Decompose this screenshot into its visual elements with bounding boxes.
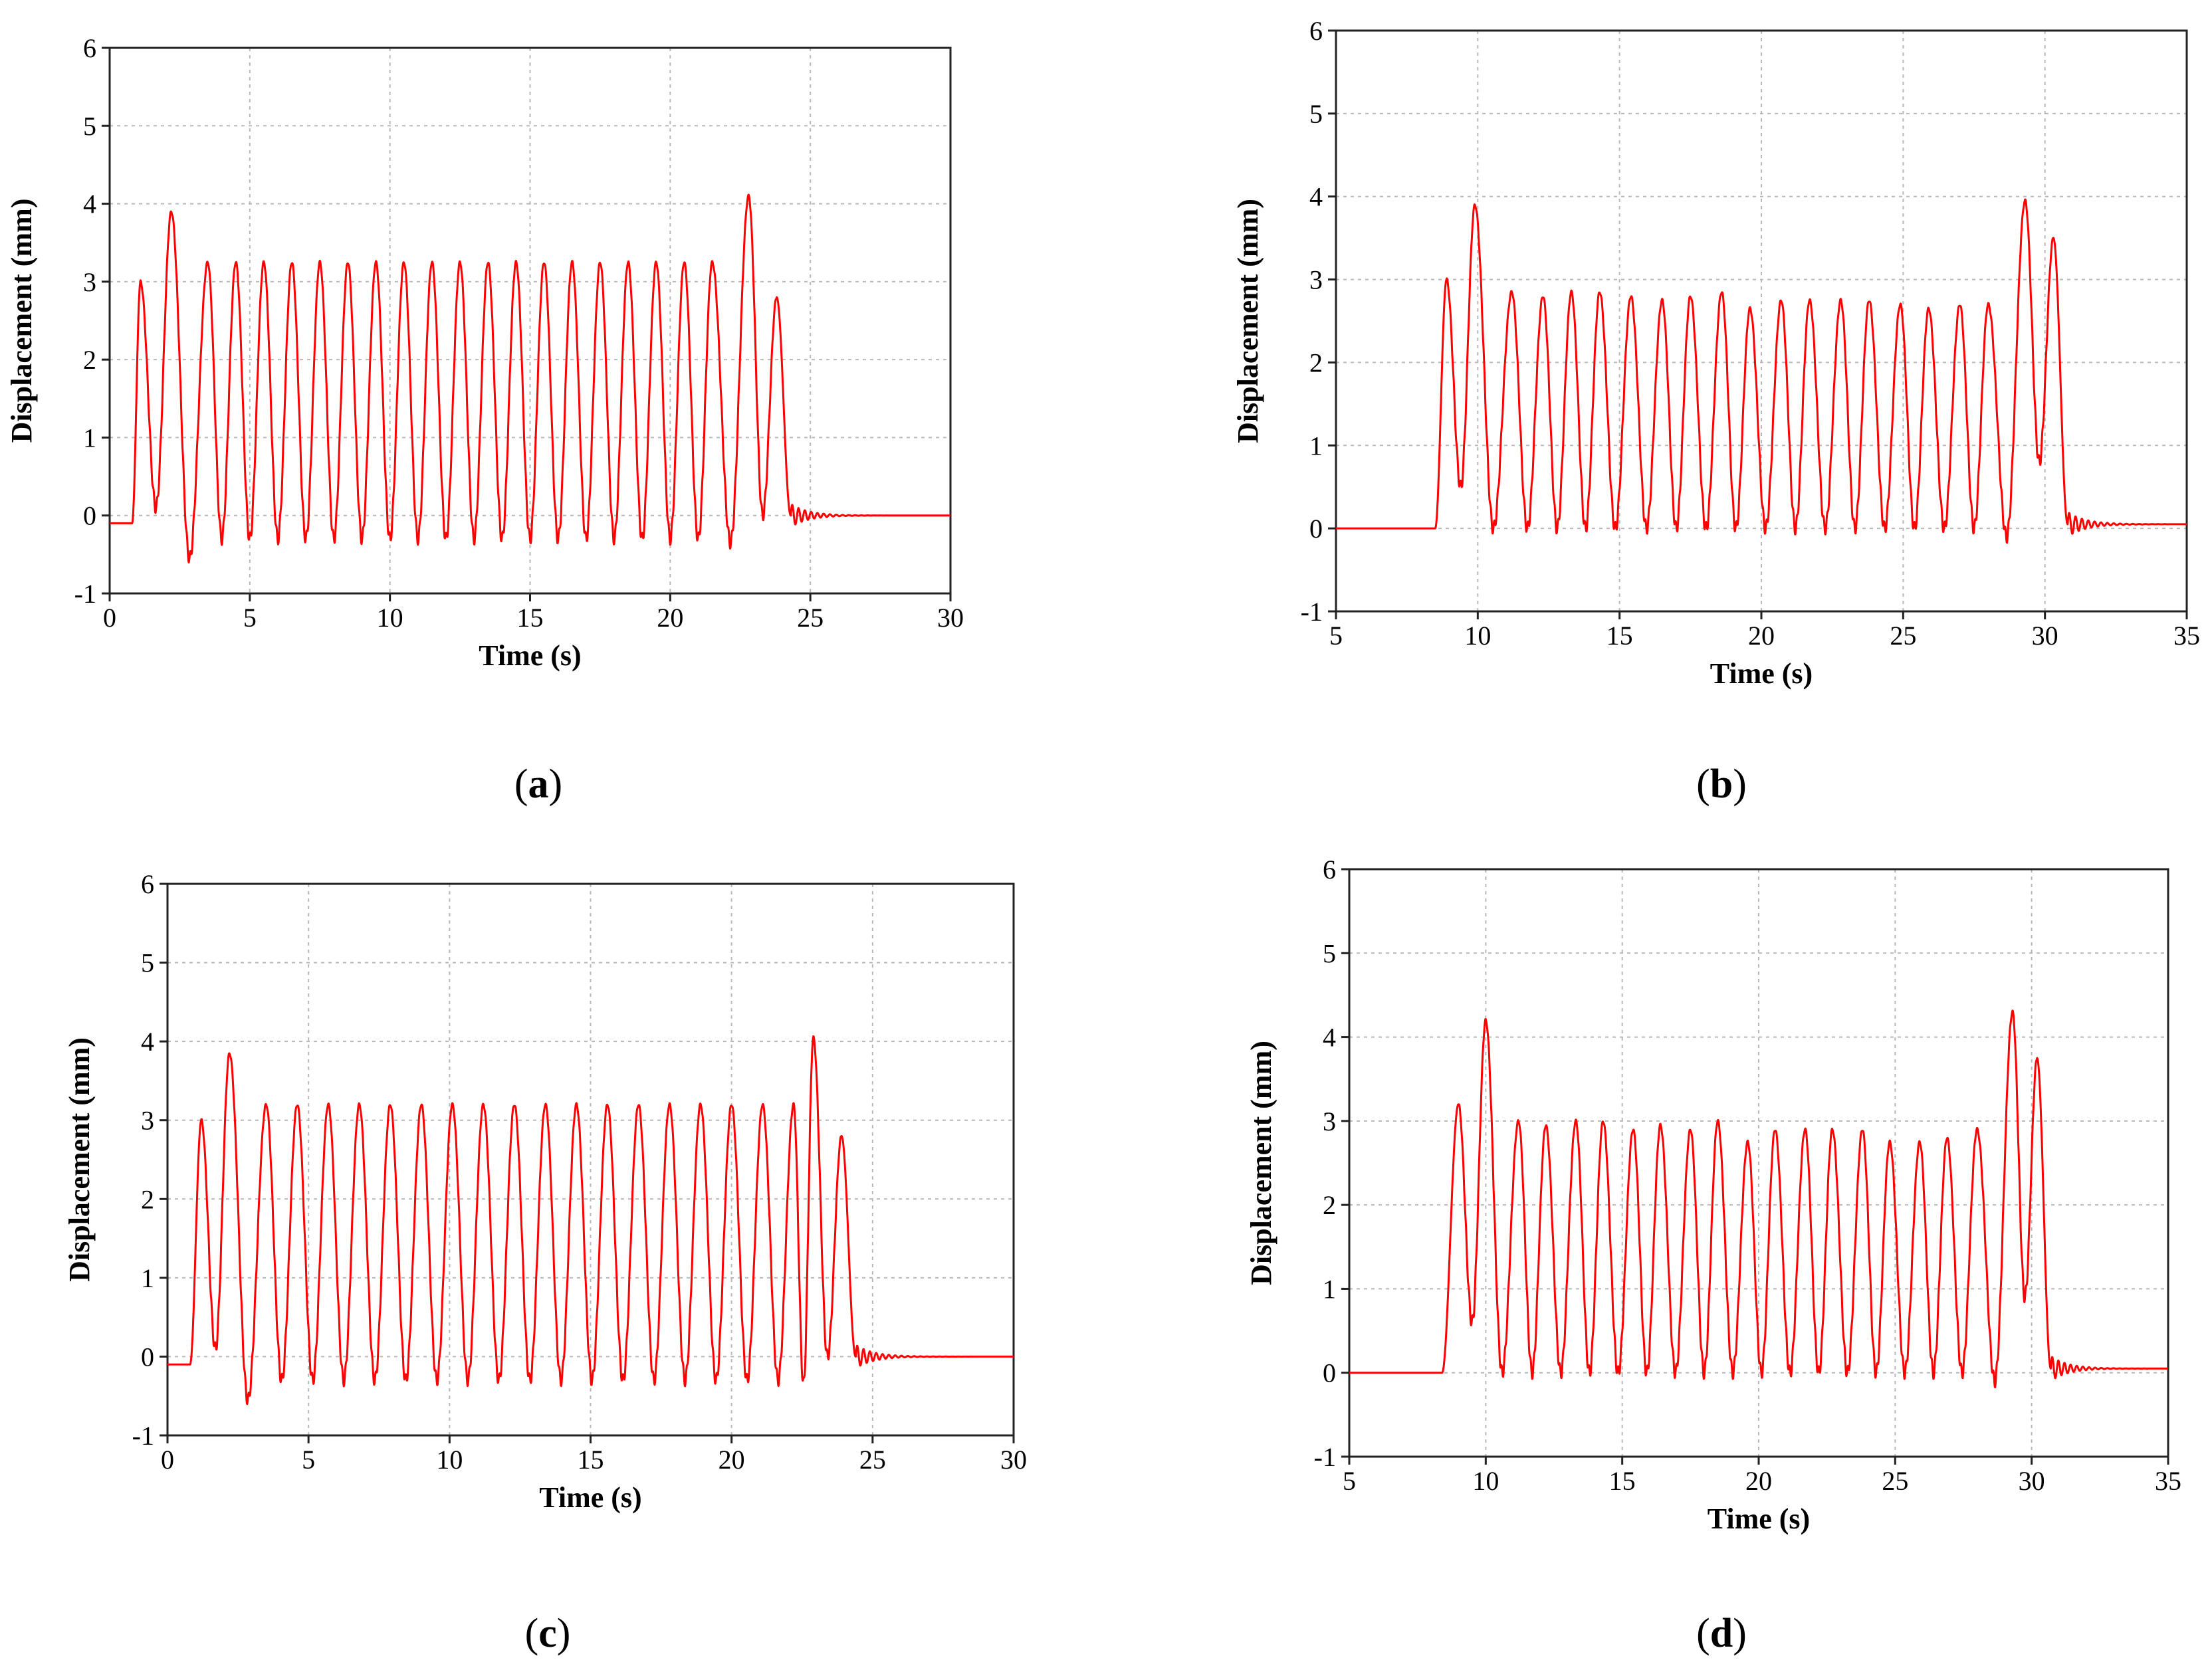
x-tick-label: 30	[1000, 1445, 1027, 1475]
panel-b: 5 10 15 20 25 30 35 -1 0 1 2 3 4 5 6 Time (s) Displaceme…	[1232, 16, 2200, 690]
y-tick-label: 0	[1323, 1358, 1336, 1388]
x-axis-label: Time (s)	[479, 639, 581, 672]
caption-a: (a)	[514, 762, 562, 807]
y-tick-label: 6	[83, 33, 96, 63]
y-tick-label: -1	[1314, 1442, 1336, 1472]
y-tick-label: 1	[83, 423, 96, 453]
panel-d: 5 10 15 20 25 30 35 -1 0 1 2 3 4 5 6 Time (s) Displaceme…	[1245, 855, 2181, 1535]
x-tick-label: 0	[103, 603, 116, 633]
x-tick-label: 25	[859, 1445, 886, 1475]
caption-b: (b)	[1696, 762, 1747, 807]
x-tick-label: 30	[2019, 1466, 2045, 1496]
x-tick-label: 25	[797, 603, 824, 633]
y-tick-label: 5	[1323, 938, 1336, 968]
x-tick-label: 30	[937, 603, 964, 633]
x-tick-label: 5	[302, 1445, 315, 1475]
series-line-displacement	[1335, 198, 2187, 544]
y-axis-label: Displacement (mm)	[63, 1037, 96, 1282]
y-axis-label: Displacement (mm)	[1232, 199, 1264, 443]
y-tick-label: 4	[141, 1027, 154, 1057]
y-tick-label: 2	[83, 345, 96, 375]
x-tick-label: 20	[1748, 621, 1775, 651]
x-tick-label: 20	[1745, 1466, 1772, 1496]
y-tick-label: -1	[1301, 597, 1323, 627]
y-axis-label: Displacement (mm)	[1245, 1041, 1277, 1285]
y-tick-label: 4	[1323, 1023, 1336, 1053]
series-line-displacement	[1349, 1009, 2169, 1389]
caption-d: (d)	[1696, 1611, 1747, 1656]
x-tick-label: 5	[1343, 1466, 1356, 1496]
x-tick-label: 20	[719, 1445, 745, 1475]
y-tick-label: 3	[1323, 1106, 1336, 1136]
x-tick-label: 15	[1609, 1466, 1636, 1496]
x-tick-label: 15	[517, 603, 544, 633]
x-tick-label: 30	[2032, 621, 2058, 651]
y-tick-label: -1	[132, 1421, 154, 1451]
y-tick-label: 5	[1309, 99, 1323, 129]
x-tick-label: 15	[1606, 621, 1633, 651]
y-tick-label: 1	[1309, 431, 1323, 461]
x-tick-label: 20	[657, 603, 683, 633]
x-tick-label: 25	[1890, 621, 1916, 651]
y-tick-label: 0	[141, 1342, 154, 1372]
y-tick-label: 1	[141, 1263, 154, 1293]
x-tick-label: 0	[161, 1445, 174, 1475]
y-tick-label: 4	[1309, 182, 1323, 212]
y-tick-label: 1	[1323, 1274, 1336, 1304]
y-axis-label: Displacement (mm)	[5, 199, 38, 443]
y-tick-label: 6	[1323, 855, 1336, 884]
y-tick-label: 2	[1309, 348, 1323, 377]
x-tick-label: 10	[1464, 621, 1491, 651]
x-axis-label: Time (s)	[1710, 657, 1813, 690]
caption-c: (c)	[525, 1611, 571, 1656]
x-tick-label: 5	[243, 603, 257, 633]
y-tick-label: 3	[83, 267, 96, 297]
y-tick-label: -1	[74, 579, 96, 609]
y-tick-label: 6	[141, 869, 154, 899]
y-tick-label: 3	[141, 1106, 154, 1136]
x-tick-label: 10	[1472, 1466, 1499, 1496]
y-tick-label: 2	[141, 1184, 154, 1214]
series-line-displacement	[109, 193, 951, 564]
y-tick-label: 4	[83, 189, 96, 219]
series-line-displacement	[167, 1035, 1014, 1405]
y-tick-label: 6	[1309, 16, 1323, 46]
x-axis-label: Time (s)	[539, 1481, 641, 1514]
x-tick-label: 35	[2173, 621, 2200, 651]
x-tick-label: 10	[377, 603, 403, 633]
x-tick-label: 10	[436, 1445, 463, 1475]
x-tick-label: 5	[1329, 621, 1343, 651]
y-tick-label: 0	[1309, 514, 1323, 544]
x-axis-label: Time (s)	[1708, 1503, 1810, 1535]
y-tick-label: 2	[1323, 1190, 1336, 1220]
y-tick-label: 0	[83, 501, 96, 531]
y-tick-label: 5	[83, 111, 96, 141]
x-tick-label: 25	[1882, 1466, 1908, 1496]
y-tick-label: 3	[1309, 265, 1323, 295]
x-tick-label: 15	[578, 1445, 604, 1475]
x-tick-label: 35	[2155, 1466, 2181, 1496]
y-tick-label: 5	[141, 948, 154, 978]
